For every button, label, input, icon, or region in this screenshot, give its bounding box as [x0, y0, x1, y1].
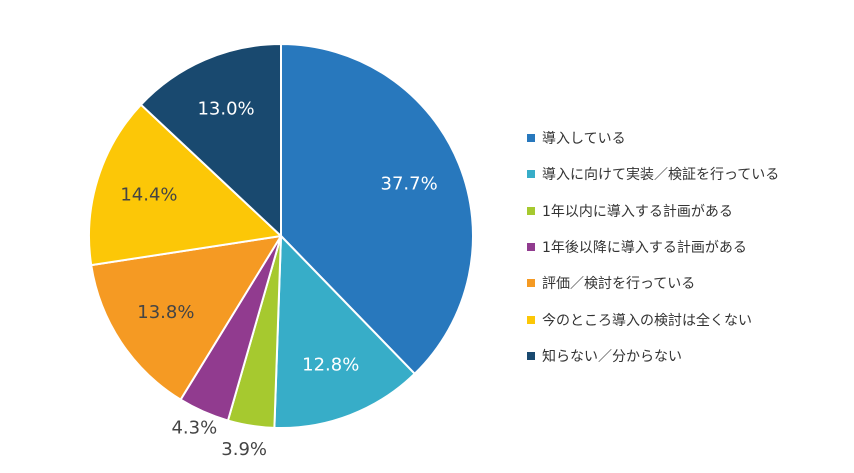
- legend-item-3: 1年以内に導入する計画がある: [527, 193, 779, 229]
- legend-swatch: [527, 351, 535, 360]
- legend-label: 導入している: [542, 131, 626, 148]
- legend-item-2: 導入に向けて実装／検証を行っている: [527, 156, 779, 192]
- legend-label: 導入に向けて実装／検証を行っている: [542, 167, 780, 184]
- data-label-4: 4.3%: [171, 418, 217, 439]
- data-label-3: 3.9%: [221, 439, 267, 460]
- data-label-5: 13.8%: [137, 302, 194, 323]
- pie-slice-1: [280, 43, 474, 375]
- legend-item-4: 1年後以降に導入する計画がある: [527, 229, 779, 265]
- legend-item-1: 導入している: [527, 120, 779, 156]
- legend-item-6: 今のところ導入の検討は全くない: [527, 301, 779, 337]
- legend-swatch: [527, 206, 535, 215]
- legend-swatch: [527, 315, 535, 324]
- legend-swatch: [527, 134, 535, 143]
- legend: 導入している導入に向けて実装／検証を行っている 1年以内に導入する計画がある 1年後…: [527, 120, 779, 374]
- data-label-1: 37.7%: [381, 174, 438, 195]
- legend-label: 1年後以降に導入する計画がある: [542, 240, 747, 257]
- legend-label: 知らない／分からない: [542, 348, 682, 365]
- legend-label: 今のところ導入の検討は全くない: [542, 312, 752, 329]
- pie-slice-2: [273, 235, 416, 429]
- legend-swatch: [527, 243, 535, 252]
- legend-label: 評価／検討を行っている: [542, 276, 696, 293]
- data-label-7: 13.0%: [197, 99, 254, 120]
- data-label-6: 14.4%: [120, 185, 177, 206]
- legend-swatch: [527, 170, 535, 179]
- pie-slice-5: [90, 235, 282, 401]
- legend-swatch: [527, 279, 535, 288]
- legend-label: 1年以内に導入する計画がある: [542, 203, 733, 220]
- data-label-2: 12.8%: [302, 354, 359, 375]
- pie-slice-6: [88, 103, 282, 267]
- legend-item-7: 知らない／分からない: [527, 338, 779, 374]
- legend-item-5: 評価／検討を行っている: [527, 265, 779, 301]
- pie-slice-7: [139, 43, 282, 237]
